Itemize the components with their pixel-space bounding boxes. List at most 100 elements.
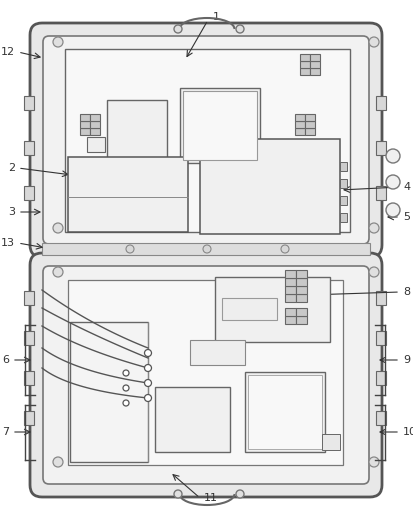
Bar <box>375 411 385 425</box>
Bar <box>24 186 34 200</box>
Circle shape <box>368 37 378 47</box>
Bar <box>80 121 90 128</box>
Bar <box>90 128 100 135</box>
Bar <box>107 100 166 160</box>
Bar <box>299 68 309 75</box>
Text: 2: 2 <box>8 163 15 173</box>
Text: 3: 3 <box>8 207 15 217</box>
Circle shape <box>53 223 63 233</box>
Bar <box>375 141 385 155</box>
Bar <box>221 298 276 320</box>
Circle shape <box>53 37 63 47</box>
Bar <box>68 280 342 465</box>
Bar <box>199 139 339 234</box>
Bar <box>65 49 349 232</box>
FancyBboxPatch shape <box>43 266 368 484</box>
Bar <box>375 331 385 345</box>
Circle shape <box>385 203 399 217</box>
Bar <box>24 411 34 425</box>
Bar <box>294 121 304 128</box>
Circle shape <box>53 267 63 277</box>
Bar <box>284 308 295 316</box>
Circle shape <box>173 25 182 33</box>
FancyBboxPatch shape <box>43 36 368 244</box>
Bar <box>321 434 339 450</box>
Text: 1: 1 <box>212 12 219 22</box>
Bar <box>90 114 100 121</box>
Text: 8: 8 <box>402 287 409 297</box>
Bar <box>375 291 385 305</box>
Bar <box>24 141 34 155</box>
Bar <box>299 54 309 61</box>
Bar <box>295 316 306 324</box>
Bar <box>183 91 256 160</box>
Bar <box>339 179 346 188</box>
Circle shape <box>368 267 378 277</box>
Bar <box>375 371 385 385</box>
Bar <box>80 128 90 135</box>
Bar <box>284 294 295 302</box>
Circle shape <box>144 365 151 371</box>
Bar <box>304 114 314 121</box>
Bar <box>309 54 319 61</box>
Bar <box>24 331 34 345</box>
Bar <box>70 322 147 462</box>
Text: ∞: ∞ <box>103 205 112 215</box>
Circle shape <box>144 380 151 386</box>
Bar <box>24 96 34 110</box>
Bar <box>190 340 244 365</box>
Bar <box>295 270 306 278</box>
Bar <box>304 121 314 128</box>
Circle shape <box>235 25 243 33</box>
Bar <box>247 375 321 449</box>
Bar <box>24 371 34 385</box>
Bar <box>284 286 295 294</box>
Text: 12: 12 <box>1 47 15 57</box>
Circle shape <box>385 175 399 189</box>
Text: 10: 10 <box>402 427 413 437</box>
Text: 6: 6 <box>2 355 9 365</box>
Bar <box>24 291 34 305</box>
Bar <box>154 387 230 452</box>
Bar <box>87 137 105 152</box>
Bar <box>375 96 385 110</box>
Text: ∞: ∞ <box>133 205 142 215</box>
Circle shape <box>123 385 129 391</box>
Bar <box>295 278 306 286</box>
Circle shape <box>385 149 399 163</box>
Bar <box>375 186 385 200</box>
Bar <box>339 213 346 222</box>
Text: 7: 7 <box>2 427 9 437</box>
Circle shape <box>123 400 129 406</box>
Bar <box>294 128 304 135</box>
Bar <box>284 316 295 324</box>
Bar <box>68 157 188 232</box>
Bar <box>244 372 324 452</box>
Bar <box>339 196 346 205</box>
Circle shape <box>368 457 378 467</box>
FancyBboxPatch shape <box>30 253 381 497</box>
Bar <box>339 162 346 171</box>
Text: 5: 5 <box>402 212 409 222</box>
Circle shape <box>123 370 129 376</box>
Circle shape <box>235 490 243 498</box>
Bar <box>309 68 319 75</box>
Circle shape <box>368 223 378 233</box>
Circle shape <box>173 490 182 498</box>
Text: 11: 11 <box>204 493 218 503</box>
Bar <box>295 286 306 294</box>
Circle shape <box>53 457 63 467</box>
Bar <box>304 128 314 135</box>
Circle shape <box>126 245 134 253</box>
Bar <box>214 277 329 342</box>
Bar <box>90 121 100 128</box>
Text: 9: 9 <box>402 355 409 365</box>
FancyBboxPatch shape <box>30 23 381 257</box>
Bar <box>295 308 306 316</box>
Bar <box>294 114 304 121</box>
Bar <box>284 278 295 286</box>
Circle shape <box>144 395 151 401</box>
Bar <box>299 61 309 68</box>
Text: 4: 4 <box>402 182 409 192</box>
Bar <box>309 61 319 68</box>
